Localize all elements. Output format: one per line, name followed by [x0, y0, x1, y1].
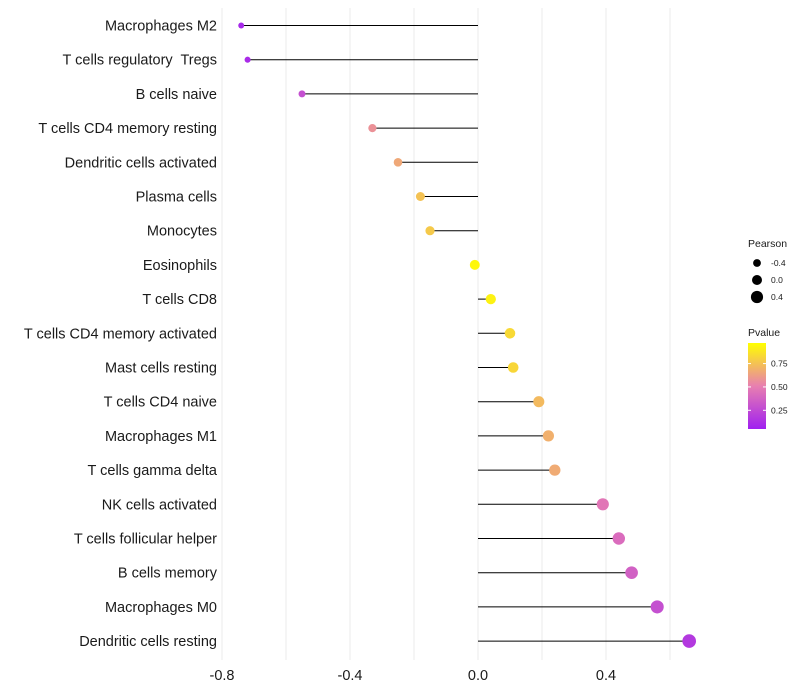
y-axis-labels: Macrophages M2 T cells regulatory Tregs B … [24, 19, 218, 651]
lollipop-point [533, 396, 545, 408]
y-axis-label: Eosinophils [143, 258, 217, 274]
x-tick-label: -0.8 [210, 668, 235, 684]
lollipop-point [393, 157, 403, 167]
legend-size-key [752, 275, 762, 285]
y-axis-label: Dendritic cells activated [65, 155, 217, 171]
lollipop-point [549, 464, 561, 476]
y-axis-label: T cells CD4 memory resting [38, 121, 217, 137]
lollipop-point [625, 566, 638, 580]
lollipop-point [238, 22, 245, 29]
y-axis-label: T cells regulatory Tregs [63, 53, 217, 69]
y-axis-label: Macrophages M2 [105, 19, 217, 35]
x-axis-ticks: -0.8 -0.4 0.0 0.4 [210, 668, 617, 684]
grid-lines [221, 8, 671, 660]
lollipop-point [612, 532, 626, 545]
y-axis-label: B cells naive [136, 87, 217, 103]
legend-size-label: 0.4 [771, 292, 783, 302]
lollipop-point [596, 498, 609, 511]
pvalue-colorbar [748, 343, 766, 429]
y-axis-label: Macrophages M1 [105, 429, 217, 445]
y-axis-label: Monocytes [147, 224, 217, 240]
lollipop-point [425, 226, 435, 236]
y-axis-label: B cells memory [118, 566, 218, 582]
lollipop-point [682, 634, 697, 648]
lollipop-points [238, 22, 697, 648]
lollipop-stems [241, 25, 690, 642]
x-tick-label: -0.4 [338, 668, 363, 684]
legend-color-label: 0.25 [771, 405, 788, 415]
lollipop-point [485, 293, 496, 305]
x-tick-label: 0.4 [596, 668, 616, 684]
legend-size-title: Pearson [748, 238, 787, 250]
y-axis-label: T cells CD4 memory activated [24, 326, 217, 342]
lollipop-point [415, 191, 425, 202]
legend-color-label: 0.75 [771, 359, 788, 369]
lollipop-point [504, 328, 516, 339]
lollipop-point [469, 259, 480, 270]
y-axis-label: Plasma cells [136, 190, 217, 206]
y-axis-label: Dendritic cells resting [79, 634, 217, 650]
y-axis-label: T cells follicular helper [74, 532, 217, 548]
legend-size-label: 0.0 [771, 275, 783, 285]
lollipop-point [244, 56, 251, 63]
lollipop-point [650, 600, 664, 614]
legend-size-key [750, 290, 764, 304]
y-axis-label: T cells CD4 naive [104, 395, 217, 411]
lollipop-point [298, 90, 306, 98]
y-axis-label: T cells gamma delta [88, 463, 218, 479]
legend-color-label: 0.50 [771, 382, 788, 392]
y-axis-label: T cells CD8 [142, 292, 217, 308]
legend-size-label: -0.4 [771, 258, 786, 268]
lollipop-point [542, 430, 555, 442]
y-axis-label: NK cells activated [102, 497, 217, 513]
lollipop-point [507, 362, 519, 373]
x-tick-label: 0.0 [468, 668, 488, 684]
legend: Pearson Pvalue -0.4 0.0 0.4 0.75 0.50 0.25 [748, 238, 788, 429]
y-axis-label: Macrophages M0 [105, 600, 217, 616]
legend-color-title: Pvalue [748, 327, 780, 339]
lollipop-point [368, 124, 377, 133]
legend-size-key [753, 259, 761, 267]
y-axis-label: Mast cells resting [105, 361, 217, 377]
